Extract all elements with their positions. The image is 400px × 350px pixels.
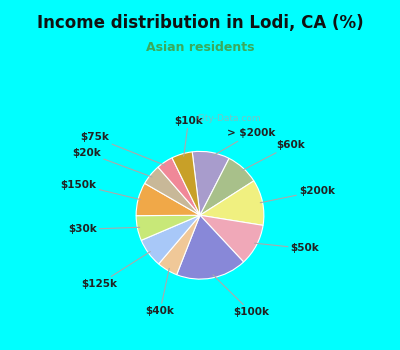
Wedge shape <box>136 215 200 240</box>
Text: $75k: $75k <box>80 132 165 165</box>
Text: $30k: $30k <box>68 224 140 234</box>
Text: $100k: $100k <box>213 275 269 317</box>
Wedge shape <box>192 152 229 215</box>
Text: $60k: $60k <box>242 140 306 170</box>
Text: $125k: $125k <box>81 252 150 289</box>
Wedge shape <box>158 158 200 215</box>
Text: $150k: $150k <box>60 180 140 200</box>
Wedge shape <box>141 215 200 264</box>
Wedge shape <box>200 181 264 225</box>
Text: $10k: $10k <box>174 116 203 156</box>
Text: $50k: $50k <box>255 243 320 253</box>
Text: > $200k: > $200k <box>213 128 275 156</box>
Wedge shape <box>159 215 200 275</box>
Wedge shape <box>136 183 200 216</box>
Text: Asian residents: Asian residents <box>146 41 254 54</box>
Wedge shape <box>200 215 263 262</box>
Wedge shape <box>145 167 200 215</box>
Text: $40k: $40k <box>146 268 174 316</box>
Text: City-Data.com: City-Data.com <box>196 114 261 122</box>
Text: $20k: $20k <box>72 148 152 177</box>
Text: $200k: $200k <box>260 186 335 203</box>
Wedge shape <box>200 159 254 215</box>
Wedge shape <box>177 215 244 279</box>
Wedge shape <box>172 152 200 215</box>
Text: Income distribution in Lodi, CA (%): Income distribution in Lodi, CA (%) <box>37 14 363 32</box>
